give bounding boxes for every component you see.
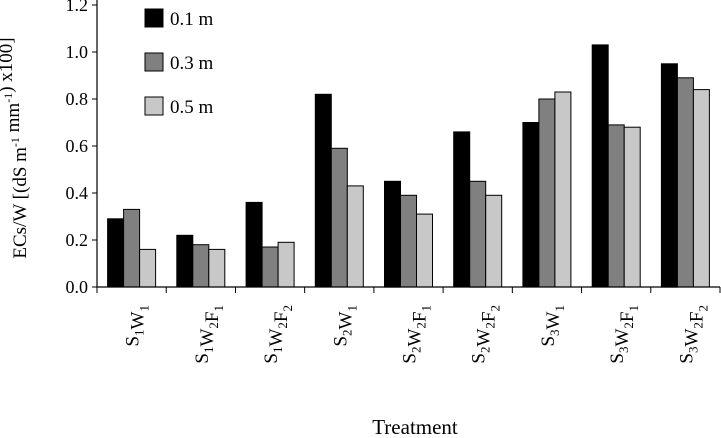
legend-swatch xyxy=(144,8,164,28)
x-axis: S1W1 S1W2F1 S1W2F2 S2W1 S2W2F1 S2W2F2 S3W1 S3W2… xyxy=(96,286,721,364)
bar-0-5-m-cat-5 xyxy=(416,213,433,288)
y-tick-label: 0.4 xyxy=(66,183,89,203)
x-tick-label: S3W1 xyxy=(538,305,567,347)
y-tick-label: 0.0 xyxy=(66,277,89,297)
x-tick-label: S2W2F2 xyxy=(469,305,503,364)
bar-0-3-m-cat-8 xyxy=(607,124,625,288)
x-axis-title: Treatment xyxy=(372,415,458,438)
bar-0-5-m-cat-9 xyxy=(692,89,710,288)
x-tick-label: S1W1 xyxy=(123,305,152,347)
bar-0-1-m-cat-2 xyxy=(176,234,194,288)
bar-0-3-m-cat-2 xyxy=(192,244,210,288)
bar-0-5-m-cat-7 xyxy=(554,91,572,288)
bar-0-3-m-cat-9 xyxy=(676,77,694,288)
x-tick-label: S1W2F2 xyxy=(261,305,295,364)
bar-0-5-m-cat-1 xyxy=(139,248,157,288)
bar-0-1-m-cat-9 xyxy=(660,63,678,288)
y-tick-label: 1.2 xyxy=(66,0,89,15)
bar-0-3-m-cat-7 xyxy=(538,98,556,288)
bar-0-5-m-cat-2 xyxy=(208,248,226,288)
x-tick-label: S1W2F1 xyxy=(192,305,226,364)
bar-0-5-m-cat-4 xyxy=(346,185,364,288)
bar-0-1-m-cat-4 xyxy=(314,93,332,288)
bar-0-1-m-cat-5 xyxy=(384,180,401,288)
bar-0-1-m-cat-1 xyxy=(107,218,125,288)
plot-area xyxy=(107,44,710,288)
bar-0-5-m-cat-3 xyxy=(277,241,295,288)
bar-0-1-m-cat-3 xyxy=(245,201,263,288)
y-tick-label: 0.2 xyxy=(66,230,89,250)
legend-label: 0.3 m xyxy=(170,53,214,74)
legend-label: 0.5 m xyxy=(170,97,214,118)
bar-0-3-m-cat-6 xyxy=(469,180,487,288)
y-axis: 0.0 0.2 0.4 0.6 0.8 1.0 1.2 xyxy=(66,0,98,297)
legend: 0.1 m 0.3 m 0.5 m xyxy=(144,8,214,118)
legend-swatch xyxy=(144,96,164,116)
legend-label: 0.1 m xyxy=(170,9,214,30)
y-tick-label: 1.0 xyxy=(66,42,89,62)
bar-0-3-m-cat-5 xyxy=(400,194,417,288)
bar-0-3-m-cat-3 xyxy=(261,246,279,288)
bar-0-1-m-cat-8 xyxy=(591,44,609,288)
x-tick-label: S2W2F1 xyxy=(400,305,434,364)
y-tick-label: 0.8 xyxy=(66,89,89,109)
x-tick-label: S3W2F1 xyxy=(607,305,641,364)
bar-0-3-m-cat-4 xyxy=(330,147,348,288)
y-axis-title: ECs/W [(dS m-1 mm-1) x100] xyxy=(0,37,31,258)
bar-0-1-m-cat-7 xyxy=(522,122,540,288)
bar-0-5-m-cat-6 xyxy=(485,194,503,288)
bar-0-3-m-cat-1 xyxy=(123,208,141,288)
x-tick-label: S2W1 xyxy=(330,305,359,347)
bar-0-5-m-cat-8 xyxy=(623,126,641,288)
x-tick-label: S3W2F2 xyxy=(676,305,710,364)
legend-swatch xyxy=(144,52,164,72)
y-tick-label: 0.6 xyxy=(66,136,89,156)
bar-0-1-m-cat-6 xyxy=(453,131,471,288)
